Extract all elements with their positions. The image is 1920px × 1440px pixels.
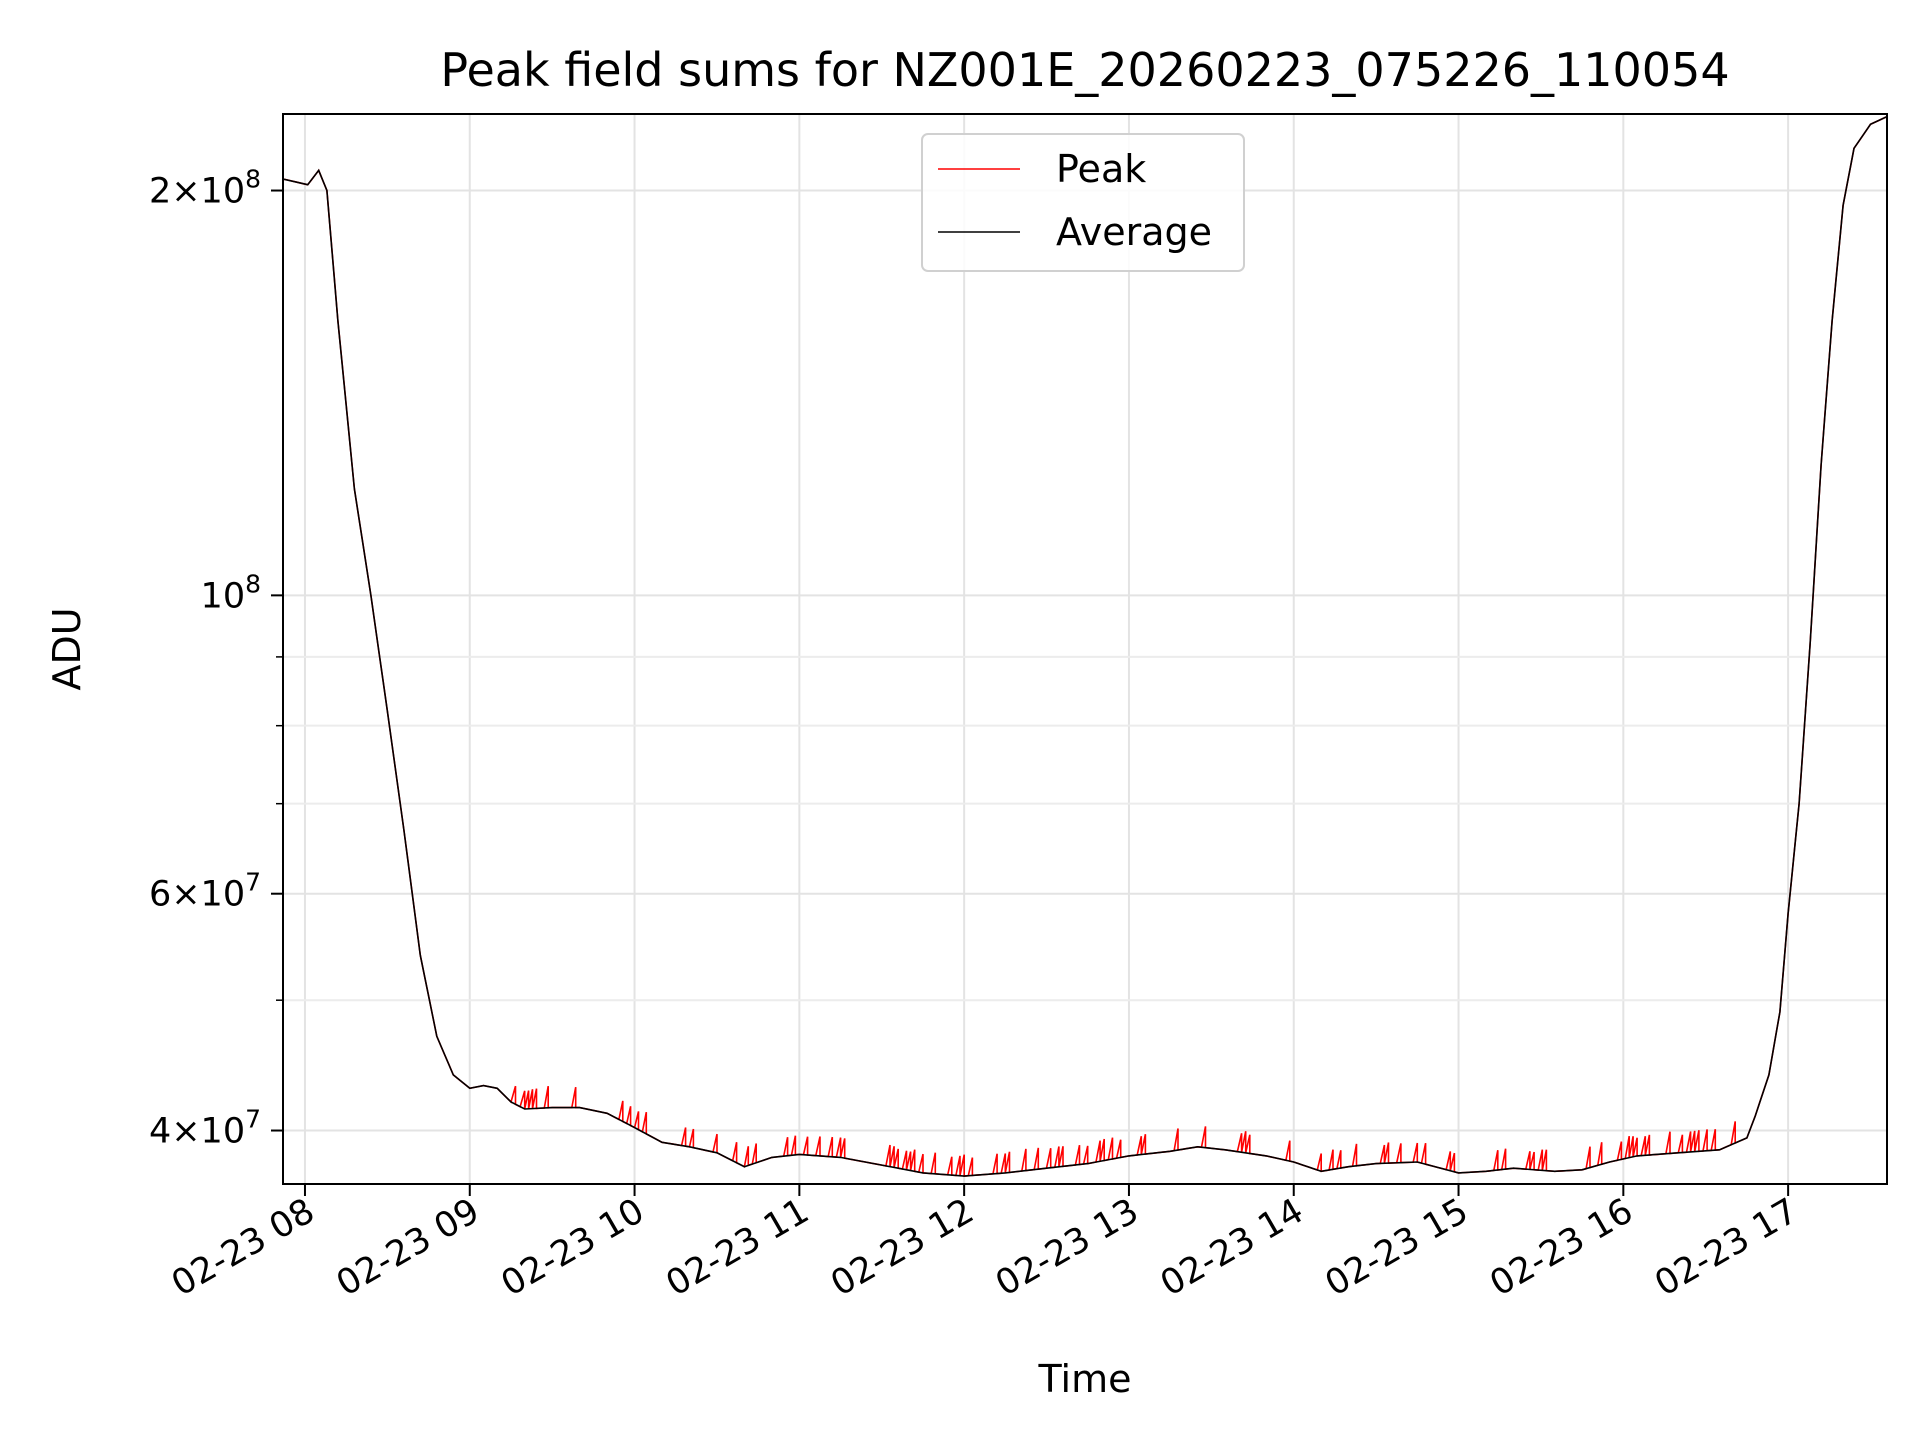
plot-area-frame (282, 113, 1888, 1185)
series-layer (283, 115, 1887, 1177)
legend-label-average: Average (1056, 210, 1212, 254)
y-tick-label-base: 2×10 (149, 172, 245, 212)
grid (283, 114, 1887, 1184)
y-tick-label-exponent: 8 (245, 165, 261, 194)
y-tick-label: 108 (201, 569, 261, 616)
x-axis-label: Time (1038, 1357, 1132, 1401)
y-tick-label: 6×107 (149, 868, 261, 915)
legend-label-peak: Peak (1056, 147, 1146, 191)
series-average (283, 115, 1887, 1177)
y-tick-label-base: 10 (201, 576, 246, 616)
y-tick-label-base: 6×10 (149, 875, 245, 915)
y-tick-label: 2×108 (149, 165, 261, 212)
series-line-average (283, 115, 1887, 1177)
y-tick-label-exponent: 8 (245, 569, 261, 598)
y-tick-label-exponent: 7 (245, 868, 261, 897)
chart-title: Peak field sums for NZ001E_20260223_0752… (440, 43, 1729, 97)
y-axis-label: ADU (45, 607, 89, 690)
legend: Peak Average (921, 133, 1245, 272)
y-tick-label: 4×107 (149, 1105, 261, 1152)
y-tick-label-exponent: 7 (245, 1105, 261, 1134)
y-tick-label-base: 4×10 (149, 1112, 245, 1152)
